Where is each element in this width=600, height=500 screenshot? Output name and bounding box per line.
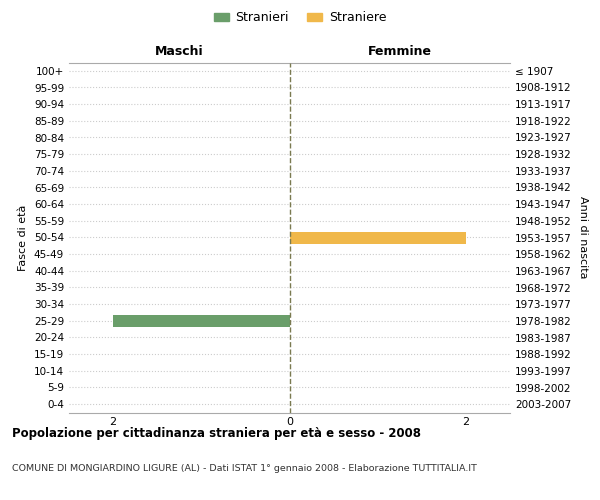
Bar [290, 232, 466, 243]
Y-axis label: Anni di nascita: Anni di nascita [578, 196, 588, 278]
Legend: Stranieri, Straniere: Stranieri, Straniere [209, 6, 391, 29]
Text: Maschi: Maschi [155, 46, 203, 59]
Bar [113, 315, 290, 327]
Text: Popolazione per cittadinanza straniera per età e sesso - 2008: Popolazione per cittadinanza straniera p… [12, 428, 421, 440]
Text: COMUNE DI MONGIARDINO LIGURE (AL) - Dati ISTAT 1° gennaio 2008 - Elaborazione TU: COMUNE DI MONGIARDINO LIGURE (AL) - Dati… [12, 464, 477, 473]
Text: Femmine: Femmine [368, 46, 432, 59]
Y-axis label: Fasce di età: Fasce di età [19, 204, 28, 270]
